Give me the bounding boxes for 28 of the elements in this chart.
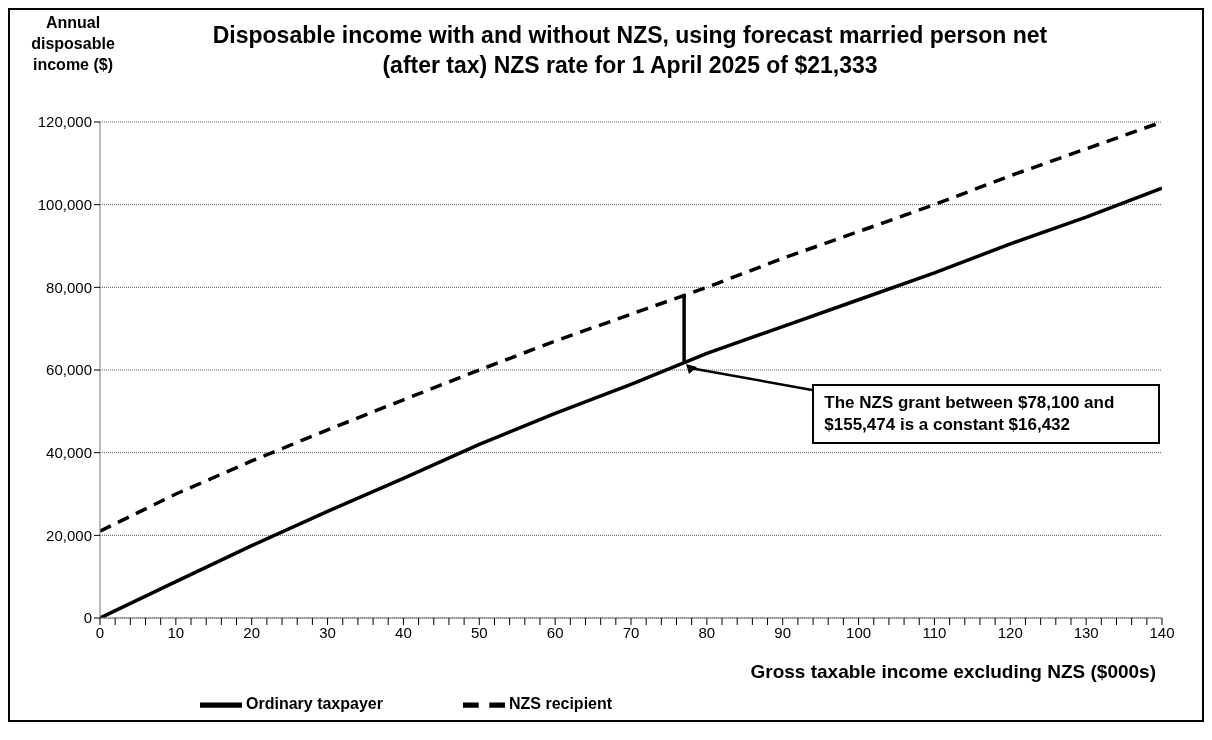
x-tick-label: 70 — [622, 623, 640, 641]
x-tick-label: 90 — [774, 623, 792, 641]
x-tick-label: 20 — [243, 623, 261, 641]
y-tick-label: 120,000 — [37, 113, 92, 131]
y-tick-label: 100,000 — [37, 195, 92, 213]
y-tick-label: 0 — [83, 609, 92, 627]
callout-box: The NZS grant between $78,100 and $155,474 is a constant $16,432 — [812, 383, 1161, 444]
y-tick-label: 40,000 — [46, 443, 92, 461]
x-axis-title: Gross taxable income excluding NZS ($000s) — [750, 661, 1156, 682]
y-tick-label: 60,000 — [46, 361, 92, 379]
x-tick-label: 130 — [1073, 623, 1099, 641]
x-tick-label: 30 — [319, 623, 336, 641]
x-tick-label: 100 — [846, 623, 872, 641]
x-tick-label: 50 — [470, 623, 488, 641]
x-tick-label: 120 — [997, 623, 1023, 641]
y-axis-title: Annual disposable income ($) — [30, 13, 116, 75]
y-tick-label: 20,000 — [46, 526, 92, 544]
x-tick-label: 60 — [546, 623, 564, 641]
legend-label: NZS recipient — [508, 695, 613, 713]
x-tick-label: 140 — [1149, 623, 1175, 641]
x-tick-label: 10 — [167, 623, 185, 641]
x-tick-label: 0 — [95, 623, 105, 641]
x-tick-label: 110 — [922, 623, 947, 641]
y-tick-label: 80,000 — [46, 278, 92, 296]
chart-title: Disposable income with and without NZS, using forecast married person net (after tax) NZS rate for 1 April 2025 of $21,333 — [211, 21, 1049, 80]
x-tick-label: 80 — [698, 623, 716, 641]
legend-label: Ordinary taxpayer — [246, 695, 383, 713]
x-tick-label: 40 — [395, 623, 412, 641]
